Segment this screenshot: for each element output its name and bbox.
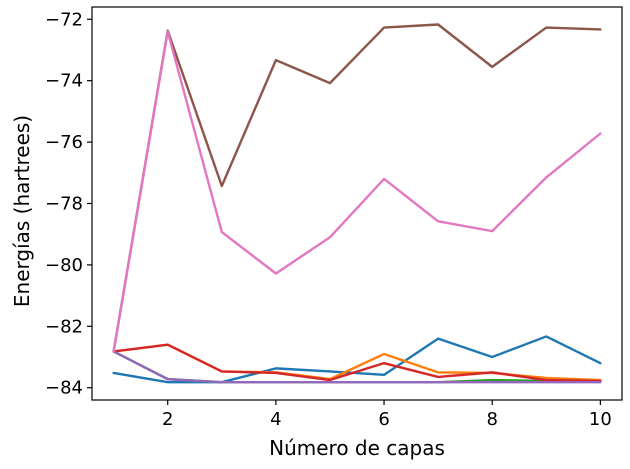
x-tick-label: 6: [378, 409, 389, 430]
y-tick-label: −76: [45, 132, 83, 153]
y-tick-label: −80: [45, 255, 83, 276]
series-line-2: [112, 343, 602, 382]
x-axis-label: Número de capas: [269, 436, 445, 460]
y-tick-label: −82: [45, 316, 83, 337]
axes-layer: 2 4 6 8 10 −84 −82 −80 −78 −76 −74 −72: [45, 6, 623, 430]
series-line-7: [112, 30, 602, 353]
plot-frame: [91, 6, 623, 401]
y-tick-label: −84: [45, 378, 83, 399]
y-tick-label: −72: [45, 9, 83, 30]
series-layer: [112, 23, 602, 384]
series-line-5: [112, 350, 602, 384]
x-tick-label: 4: [270, 409, 281, 430]
y-tick-label: −78: [45, 194, 83, 215]
series-line-6: [112, 23, 602, 353]
series-line-4: [112, 343, 602, 383]
y-tick-label: −74: [45, 71, 83, 92]
y-axis-label: Energías (hartrees): [10, 115, 34, 307]
x-tick-label: 10: [589, 409, 612, 430]
x-tick-label: 2: [162, 409, 173, 430]
series-line-1: [112, 335, 602, 384]
x-tick-label: 8: [486, 409, 497, 430]
